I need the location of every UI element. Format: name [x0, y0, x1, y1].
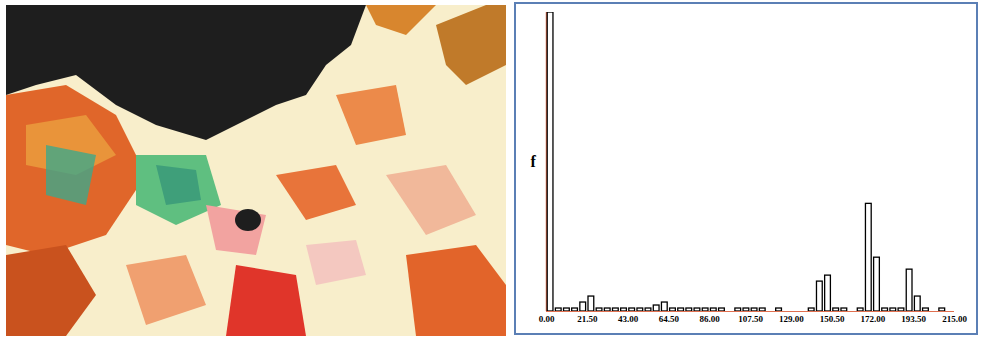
svg-text:64.50: 64.50: [659, 314, 680, 324]
svg-text:150.50: 150.50: [820, 314, 845, 324]
svg-text:0.00: 0.00: [539, 314, 555, 324]
svg-text:f: f: [531, 153, 537, 170]
svg-text:215.00: 215.00: [942, 314, 967, 324]
svg-text:193.50: 193.50: [901, 314, 926, 324]
svg-text:129.00: 129.00: [779, 314, 804, 324]
svg-text:21.50: 21.50: [577, 314, 598, 324]
svg-text:86.00: 86.00: [700, 314, 721, 324]
svg-text:172.00: 172.00: [861, 314, 886, 324]
svg-text:43.00: 43.00: [618, 314, 639, 324]
svg-text:107.50: 107.50: [738, 314, 763, 324]
